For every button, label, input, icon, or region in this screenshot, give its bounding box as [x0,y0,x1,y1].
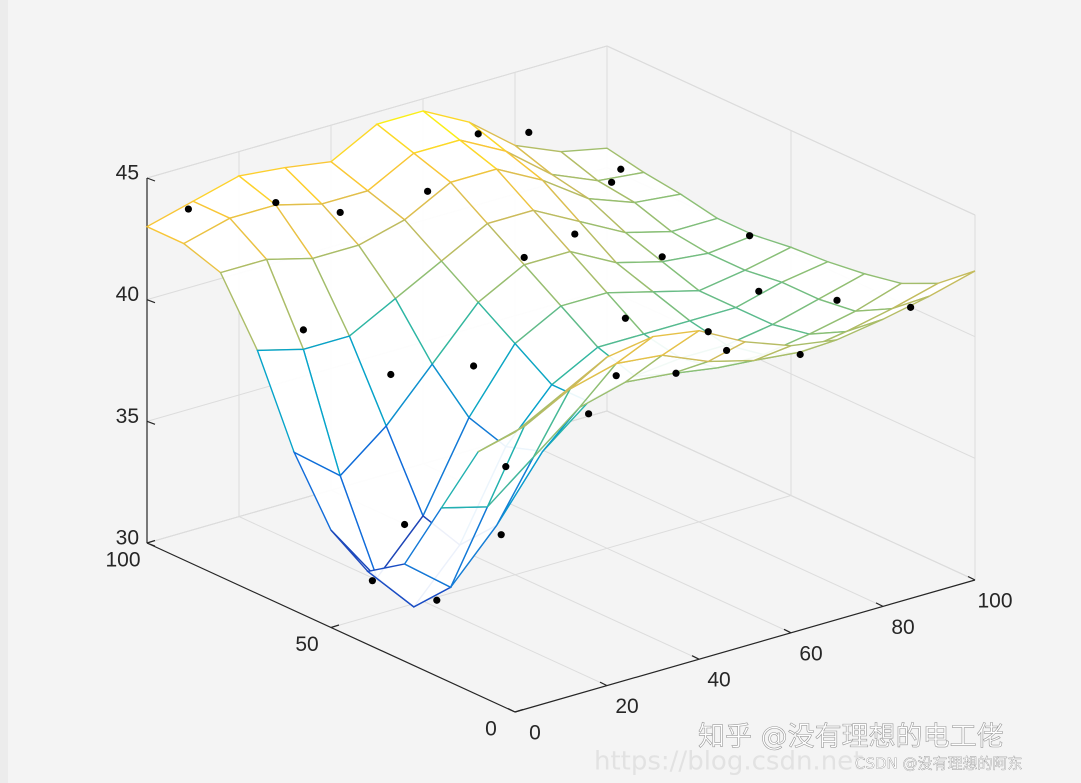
data-point [387,370,395,379]
data-point [621,314,630,322]
data-point [796,350,804,359]
grid-line [330,495,792,628]
data-point [617,165,625,173]
x-tick [783,628,792,634]
z-tick [146,299,156,304]
data-point [470,362,478,370]
data-point [424,187,432,195]
data-point [299,326,307,334]
grid-line [146,45,608,179]
watermark-zhihu: 知乎 @没有理想的电工佬 [698,722,1004,753]
x-tick-label: 20 [615,695,638,718]
y-tick-label: 100 [105,549,140,572]
watermark-csdn: CSDN @没有理想的阿东 [855,755,1023,773]
x-tick [599,681,608,687]
data-point [608,178,616,186]
data-point [585,410,593,418]
data-point [571,230,579,238]
y-tick-label: 0 [485,718,497,741]
x-tick-label: 40 [707,669,730,692]
y-tick [330,624,340,629]
x-axis [514,579,976,713]
y-tick-label: 50 [295,633,318,656]
watermark-url: https://blog.csdn.net [594,747,863,777]
z-tick [146,542,156,547]
data-point [704,328,712,336]
data-point [474,130,482,138]
z-tick [146,420,156,425]
data-point [401,520,409,529]
data-point [907,303,915,311]
x-tick-label: 0 [529,722,541,745]
data-point [184,205,192,213]
z-tick [146,177,156,182]
x-tick [691,655,700,660]
data-point [272,198,280,207]
surface-cell [477,394,562,453]
data-point [672,369,680,377]
data-point [755,287,763,295]
data-point [746,232,754,240]
data-point [336,208,344,217]
data-point [497,531,505,539]
data-point [433,596,441,604]
y-tick [514,708,524,713]
data-point [520,253,528,262]
data-point [658,253,666,261]
data-point [612,372,620,380]
x-tick [507,707,516,713]
z-tick-label: 40 [116,283,139,306]
x-tick-label: 80 [891,616,914,639]
data-point [525,128,533,136]
data-point [833,296,841,304]
x-tick [875,602,884,607]
x-tick-label: 60 [799,642,822,665]
data-point [723,346,731,355]
y-tick [146,539,156,544]
data-point [368,577,376,585]
data-point [502,463,510,471]
x-tick [967,575,976,581]
z-tick-label: 30 [116,527,139,550]
z-tick-label: 45 [116,162,139,185]
x-tick-label: 100 [977,590,1012,613]
z-tick-label: 35 [116,405,139,428]
